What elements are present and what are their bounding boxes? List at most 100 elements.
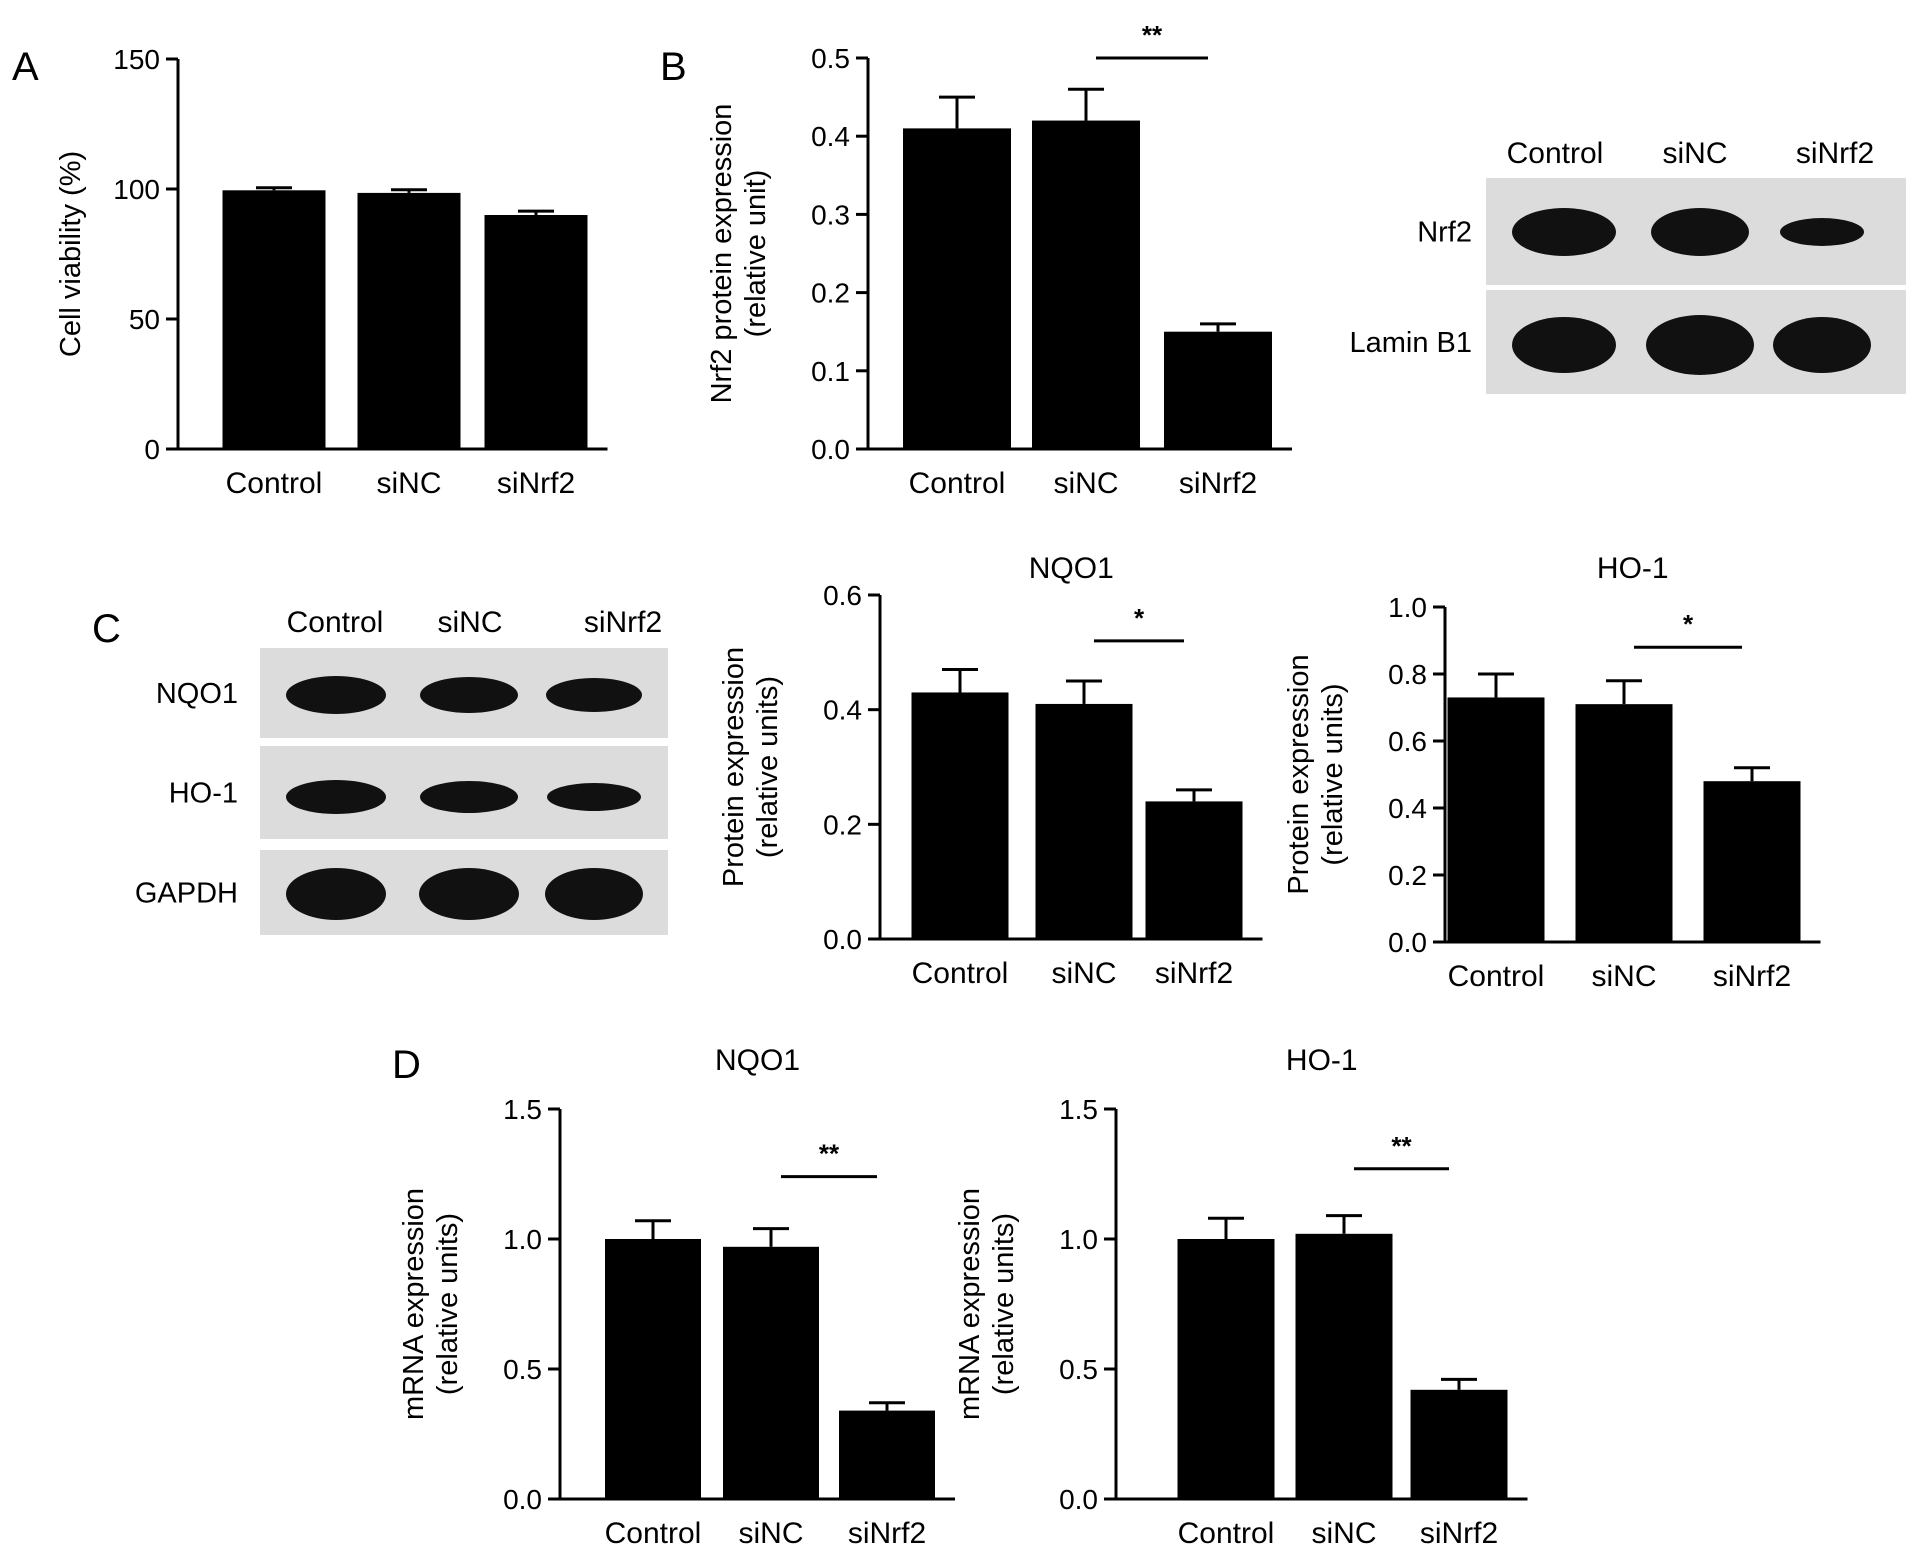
y-tick-label: 100 bbox=[113, 174, 160, 205]
y-tick-label: 0.0 bbox=[1059, 1484, 1098, 1515]
y-tick-label: 1.0 bbox=[503, 1224, 542, 1255]
blot-column-label: Control bbox=[1507, 137, 1604, 170]
western-blot-b: Control siNC siNrf2 Nrf2 Lamin B1 bbox=[1349, 137, 1906, 394]
y-tick-label: 150 bbox=[113, 44, 160, 75]
x-tick-label: Control bbox=[605, 1517, 702, 1550]
y-axis-label-line: (relative unit) bbox=[740, 170, 772, 338]
blot-band bbox=[420, 677, 518, 713]
blot-row-label: Lamin B1 bbox=[1349, 327, 1472, 359]
y-axis-label: mRNA expression (relative units) bbox=[954, 1188, 1020, 1420]
y-axis-label-line: Nrf2 protein expression bbox=[706, 104, 738, 404]
chart-title: HO-1 bbox=[1286, 1044, 1358, 1077]
x-tick-label: Control bbox=[1448, 960, 1545, 993]
chart-d1: D NQO1 0.0 0.5 1.0 1.5 mRNA expression (relativ… bbox=[392, 1043, 955, 1550]
y-axis-label-line: mRNA expression bbox=[954, 1188, 986, 1420]
y-axis-label: Protein expression (relative units) bbox=[718, 647, 784, 887]
bar-control bbox=[1177, 1239, 1275, 1499]
y-tick-label: 0.0 bbox=[823, 924, 862, 955]
x-tick-label: siNrf2 bbox=[848, 1517, 926, 1550]
y-tick-label: 0.1 bbox=[811, 356, 850, 387]
x-tick-label: siNrf2 bbox=[1179, 467, 1257, 500]
blot-column-label: siNrf2 bbox=[584, 606, 662, 639]
blot-row-label: HO-1 bbox=[169, 778, 238, 810]
y-axis-label: mRNA expression (relative units) bbox=[398, 1188, 464, 1420]
significance-marker: ** bbox=[1142, 20, 1163, 50]
y-tick-label: 0.2 bbox=[823, 809, 862, 840]
x-tick-label: Control bbox=[912, 957, 1009, 990]
y-tick-label: 0.5 bbox=[503, 1354, 542, 1385]
blot-band bbox=[546, 678, 642, 712]
significance-marker: ** bbox=[819, 1139, 840, 1169]
x-tick-label: siNrf2 bbox=[497, 467, 575, 500]
y-tick-label: 0.4 bbox=[1388, 793, 1427, 824]
y-axis-label-line: (relative units) bbox=[1317, 683, 1349, 865]
y-tick-label: 0.2 bbox=[1388, 860, 1427, 891]
bar-sinrf2 bbox=[1410, 1389, 1508, 1499]
x-tick-label: Control bbox=[226, 467, 323, 500]
y-axis-label-line: Protein expression bbox=[718, 647, 750, 887]
y-axis-label-line: Cell viability (%) bbox=[55, 151, 87, 357]
panel-letter: D bbox=[392, 1043, 421, 1087]
bar-sinc bbox=[1575, 704, 1673, 942]
bar-sinrf2 bbox=[1703, 781, 1801, 942]
significance-marker: ** bbox=[1391, 1131, 1412, 1161]
charts-layer: A 0 50 100 150 Cell viability (%) Control siNC s… bbox=[12, 20, 1821, 1550]
significance-marker: * bbox=[1134, 603, 1145, 633]
y-axis-label-line: mRNA expression bbox=[398, 1188, 430, 1420]
western-blot-c: C Control siNC siNrf2 NQO1 HO-1 GAPDH bbox=[92, 606, 668, 935]
y-axis-label-line: Protein expression bbox=[1283, 654, 1315, 894]
y-tick-label: 0.6 bbox=[823, 580, 862, 611]
blot-column-label: siNrf2 bbox=[1796, 137, 1874, 170]
blot-band bbox=[1780, 218, 1864, 246]
blot-band bbox=[1773, 317, 1871, 373]
y-tick-label: 0.8 bbox=[1388, 659, 1427, 690]
blot-band bbox=[1646, 315, 1754, 375]
x-tick-label: siNC bbox=[1052, 957, 1117, 990]
blot-row-label: Nrf2 bbox=[1417, 217, 1472, 249]
blot-column-label: siNC bbox=[438, 606, 503, 639]
blot-column-label: siNC bbox=[1663, 137, 1728, 170]
blots-layer: Control siNC siNrf2 Nrf2 Lamin B1 C Control siN… bbox=[92, 137, 1906, 935]
chart-title: HO-1 bbox=[1597, 552, 1669, 585]
y-tick-label: 0.6 bbox=[1388, 726, 1427, 757]
x-tick-label: siNrf2 bbox=[1713, 960, 1791, 993]
blot-band bbox=[420, 781, 518, 813]
y-axis-label-line: (relative units) bbox=[988, 1213, 1020, 1395]
chart-d2: HO-1 0.0 0.5 1.0 1.5 mRNA expression (relative… bbox=[954, 1044, 1528, 1550]
panel-letter: A bbox=[12, 45, 39, 89]
chart-a: A 0 50 100 150 Cell viability (%) Control siNC s… bbox=[12, 44, 608, 500]
x-tick-label: siNrf2 bbox=[1155, 957, 1233, 990]
chart-c2: HO-1 0.0 0.2 0.4 0.6 0.8 1.0 Protein expression… bbox=[1283, 552, 1821, 993]
y-axis-label: Cell viability (%) bbox=[55, 151, 87, 357]
y-tick-label: 1.0 bbox=[1059, 1224, 1098, 1255]
x-tick-label: Control bbox=[909, 467, 1006, 500]
blot-band bbox=[286, 676, 386, 714]
bar-sinc bbox=[1032, 120, 1140, 449]
y-axis-label: Nrf2 protein expression (relative unit) bbox=[706, 104, 772, 404]
chart-b: B 0.0 0.1 0.2 0.3 0.4 0.5 Nrf2 protein expressi… bbox=[660, 20, 1292, 500]
significance-marker: * bbox=[1683, 609, 1694, 639]
panel-letter: C bbox=[92, 607, 121, 651]
y-tick-label: 0.2 bbox=[811, 278, 850, 309]
bar-sinc bbox=[1035, 703, 1133, 939]
x-tick-label: siNrf2 bbox=[1420, 1517, 1498, 1550]
blot-band bbox=[1651, 208, 1749, 256]
bar-sinrf2 bbox=[1145, 801, 1243, 939]
bar-sinrf2 bbox=[484, 215, 588, 449]
panel-letter: B bbox=[660, 45, 687, 89]
bar-control bbox=[222, 190, 326, 450]
blot-row-label: GAPDH bbox=[135, 878, 238, 910]
blot-row-label: NQO1 bbox=[156, 678, 238, 710]
y-tick-label: 0.5 bbox=[811, 43, 850, 74]
y-axis-label: Protein expression (relative units) bbox=[1283, 654, 1349, 894]
chart-title: NQO1 bbox=[1029, 552, 1114, 585]
bar-sinrf2 bbox=[839, 1410, 935, 1499]
blot-column-label: Control bbox=[287, 606, 384, 639]
y-tick-label: 0.5 bbox=[1059, 1354, 1098, 1385]
y-tick-label: 0 bbox=[144, 434, 160, 465]
chart-title: NQO1 bbox=[715, 1044, 800, 1077]
blot-band bbox=[545, 868, 643, 920]
x-tick-label: Control bbox=[1178, 1517, 1275, 1550]
blot-band bbox=[1512, 208, 1616, 256]
